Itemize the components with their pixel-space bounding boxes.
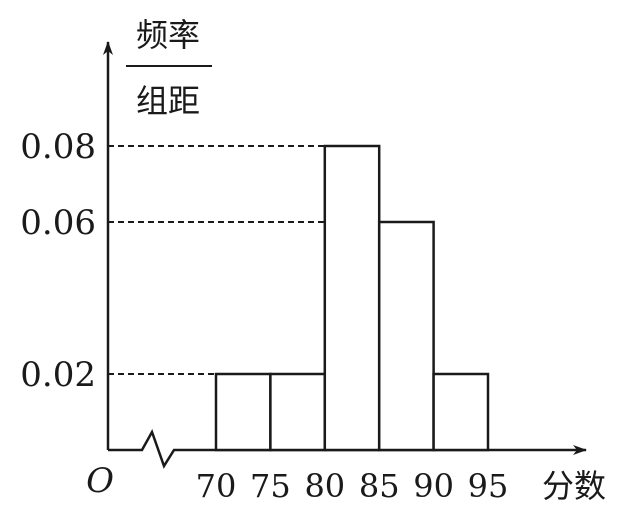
y-axis-label-numerator: 频率	[136, 16, 200, 54]
y-tick-label-0.08: 0.08	[20, 127, 96, 167]
x-tick-label-75: 75	[250, 467, 291, 505]
bar-75-80	[269, 372, 327, 452]
x-tick-labels: 70 75 80 85 90 95	[196, 467, 509, 505]
bar-90-95	[432, 372, 490, 452]
x-tick-label-70: 70	[196, 467, 237, 505]
x-tick-label-80: 80	[304, 467, 345, 505]
bars	[214, 144, 490, 452]
bar-70-75	[214, 372, 272, 452]
y-tick-label-0.06: 0.06	[20, 203, 96, 243]
x-tick-label-90: 90	[413, 467, 454, 505]
x-axis-label: 分数	[542, 467, 606, 505]
bar-85-90	[377, 220, 435, 452]
bar-80-85	[323, 144, 381, 452]
y-tick-label-0.02: 0.02	[20, 355, 96, 395]
origin-label: O	[86, 461, 114, 501]
x-tick-label-95: 95	[468, 467, 509, 505]
y-axis-label-denominator: 组距	[136, 82, 200, 120]
x-tick-label-85: 85	[359, 467, 400, 505]
y-tick-labels: 0.02 0.06 0.08	[20, 127, 96, 395]
